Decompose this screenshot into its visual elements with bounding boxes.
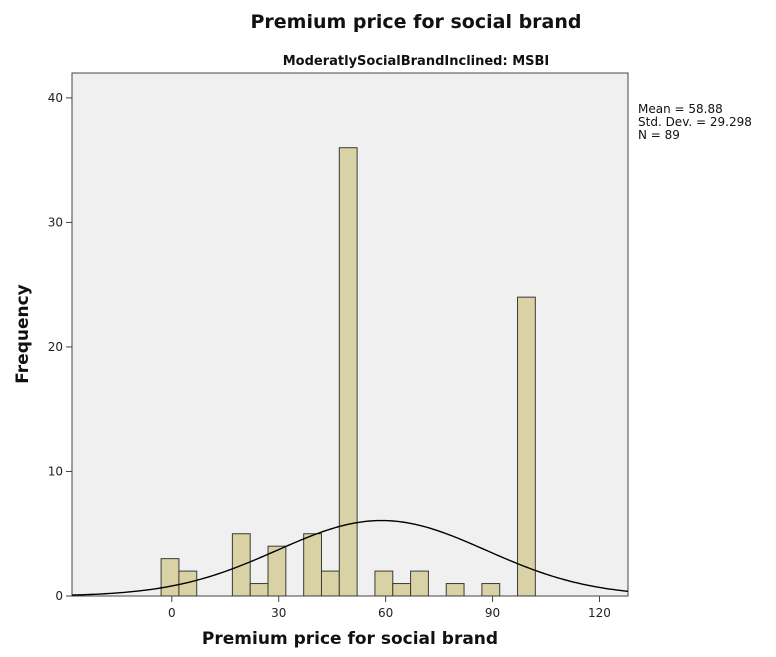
chart-title: Premium price for social brand — [251, 11, 582, 33]
normal-curve — [71, 519, 629, 596]
y-tick-label: 20 — [48, 340, 63, 354]
stats-std-dev: Std. Dev. = 29.298 — [638, 115, 752, 129]
histogram-bar — [392, 583, 412, 597]
y-axis: 0 10 20 30 40 — [48, 91, 72, 603]
histogram-bar — [445, 583, 465, 597]
histogram-bar — [338, 147, 358, 597]
x-axis-title: Premium price for social brand — [202, 629, 498, 649]
histogram-bar — [374, 570, 394, 597]
y-axis-title: Frequency — [13, 284, 33, 384]
x-tick-label: 90 — [485, 606, 500, 620]
histogram-bar — [267, 545, 287, 597]
histogram-bar — [481, 583, 501, 597]
y-tick-label: 10 — [48, 464, 63, 478]
x-tick-label: 30 — [271, 606, 286, 620]
stats-box: Mean = 58.88 Std. Dev. = 29.298 N = 89 — [638, 102, 752, 142]
histogram-bar — [303, 533, 322, 597]
chart-subtitle: ModeratlySocialBrandInclined: MSBI — [283, 54, 550, 69]
x-tick-label: 60 — [378, 606, 393, 620]
y-tick-label: 0 — [55, 589, 63, 603]
histogram-bar — [410, 570, 429, 597]
x-tick-label: 0 — [168, 606, 176, 620]
stats-n: N = 89 — [638, 128, 680, 142]
histogram-bar — [249, 583, 269, 597]
histogram-bars — [160, 147, 536, 597]
histogram-bar — [160, 558, 180, 597]
stats-mean: Mean = 58.88 — [638, 102, 723, 116]
x-tick-label: 120 — [588, 606, 611, 620]
histogram-bar — [320, 570, 340, 597]
y-tick-label: 40 — [48, 91, 63, 105]
histogram-bar — [517, 296, 536, 597]
y-tick-label: 30 — [48, 215, 63, 229]
histogram-bar — [178, 570, 198, 597]
x-axis: 0 30 60 90 120 — [168, 596, 611, 620]
